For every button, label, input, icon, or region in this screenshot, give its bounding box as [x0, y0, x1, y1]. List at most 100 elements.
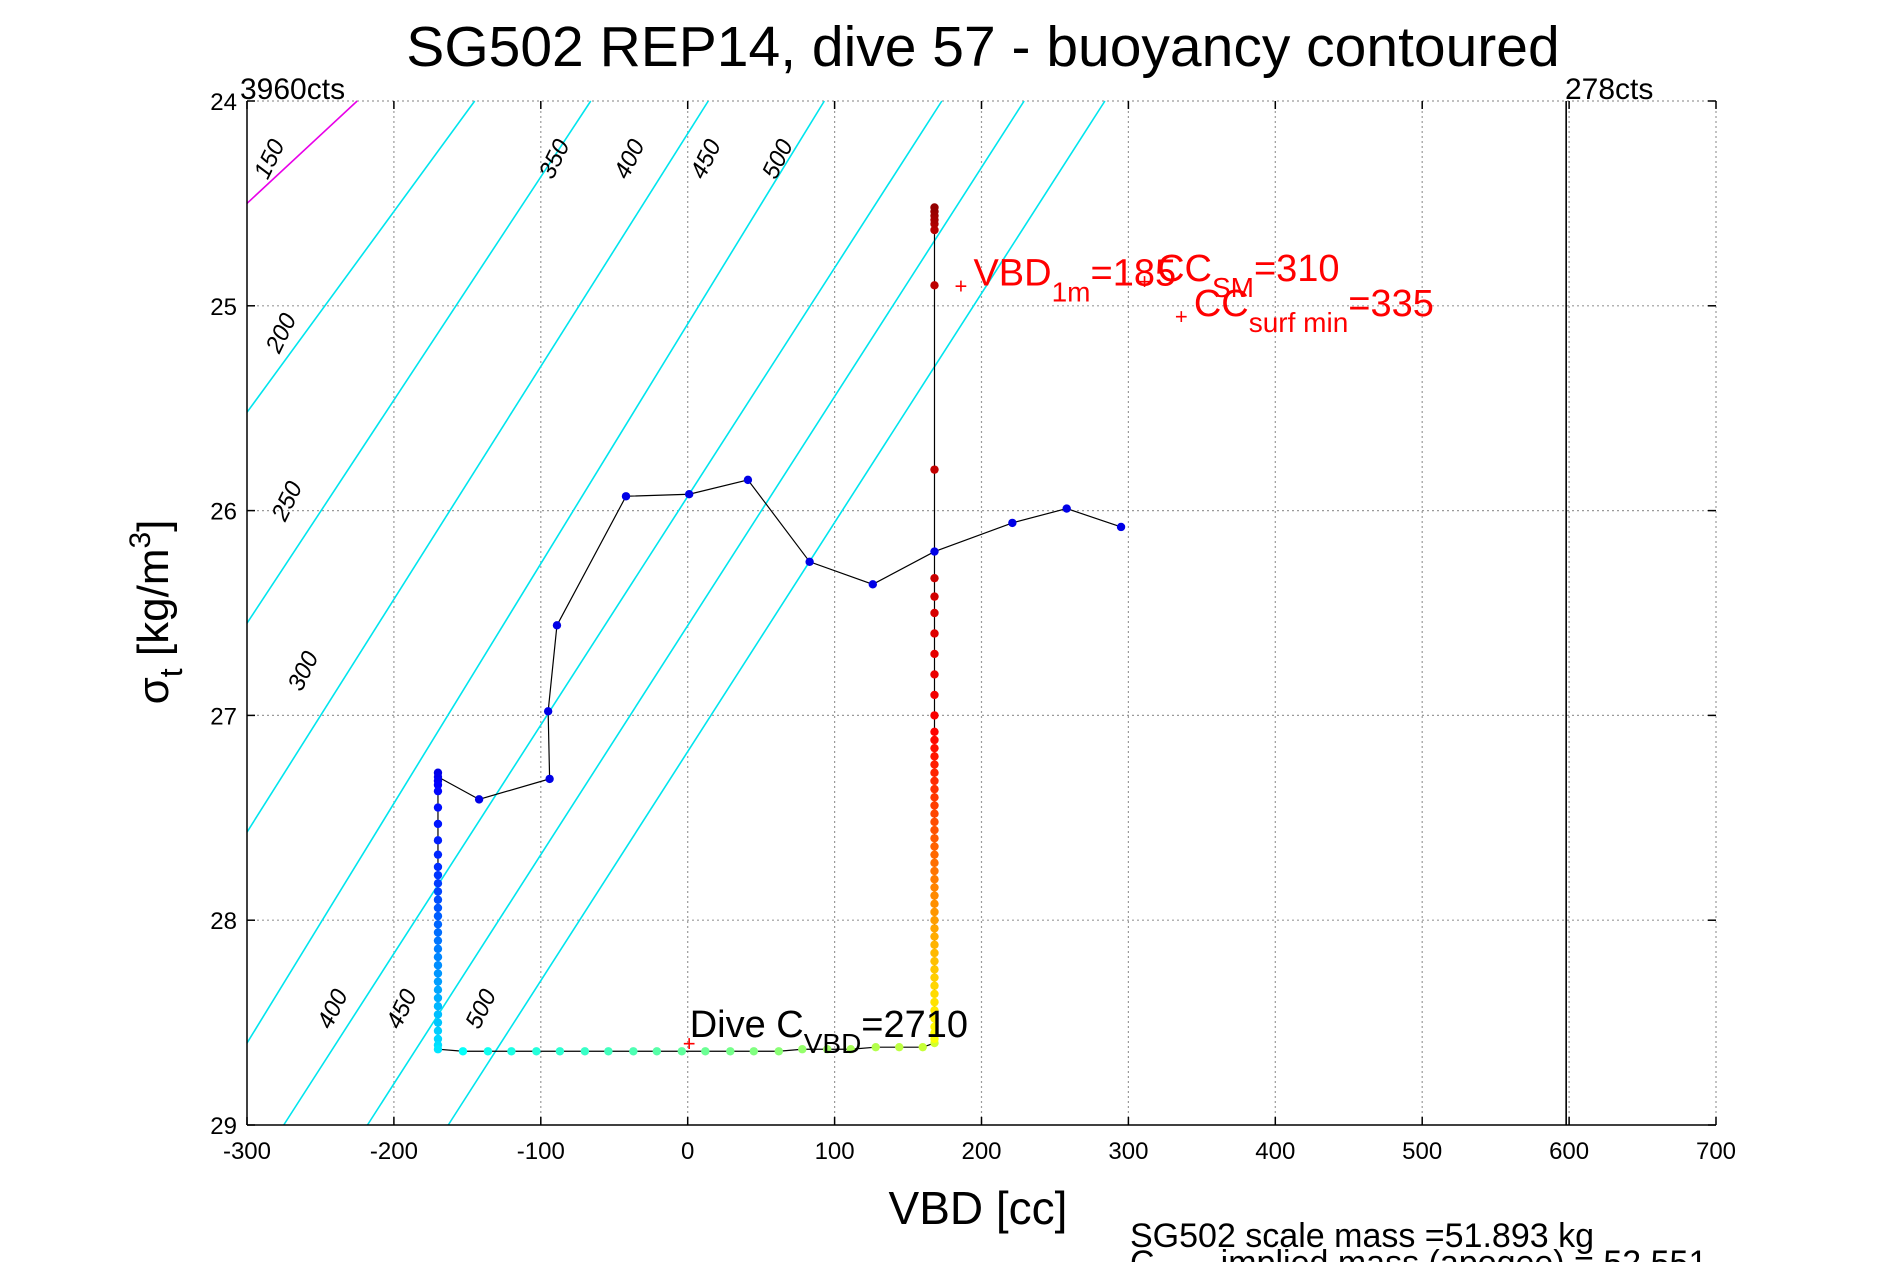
annotation-sub: VBD — [804, 1028, 862, 1059]
data-point-ascent — [930, 809, 939, 818]
data-point-descent — [433, 887, 443, 896]
data-point-descent — [433, 920, 443, 929]
data-point-descent — [433, 1010, 443, 1019]
data-point-ascent — [930, 989, 939, 999]
contour-line-350 — [246, 100, 825, 1044]
data-point-descent — [433, 1045, 443, 1054]
data-point-upper — [805, 557, 814, 566]
chart-title: SG502 REP14, dive 57 - buoyancy contoure… — [406, 15, 1559, 79]
data-points — [433, 203, 1126, 1056]
data-point-descent — [433, 952, 443, 962]
x-tick-label: -200 — [370, 1138, 418, 1165]
data-point-bottom — [483, 1047, 493, 1056]
data-point-ascent — [930, 768, 939, 777]
data-point-bottom — [846, 1045, 855, 1054]
data-point-ascent — [930, 907, 939, 917]
data-point-upper — [543, 707, 553, 716]
data-point-ascent — [930, 203, 939, 212]
data-point-ascent — [930, 916, 939, 925]
data-point-ascent — [930, 981, 939, 990]
data-point-descent — [433, 850, 443, 859]
y-tick-label: 26 — [210, 499, 237, 526]
data-point-upper — [1008, 518, 1017, 528]
data-point-ascent — [930, 1022, 939, 1031]
data-point-bottom — [701, 1047, 710, 1056]
x-tick-label: 100 — [815, 1138, 855, 1165]
data-point-ascent — [930, 1006, 939, 1015]
data-point-descent — [433, 786, 443, 796]
y-tick-label: 28 — [210, 908, 237, 935]
data-point-ascent — [930, 793, 939, 802]
labels: SG502 REP14, dive 57 - buoyancy contoure… — [124, 15, 1707, 1267]
data-point-ascent — [930, 899, 939, 909]
data-point-ascent — [930, 965, 939, 974]
axes: -300 -200 -100 0 100 200 300 400 500 600 700 24 25 26… — [210, 89, 1736, 1165]
data-point-descent — [433, 928, 443, 937]
data-point-upper — [552, 621, 562, 630]
data-point-descent — [433, 1026, 443, 1035]
data-point-ascent — [930, 866, 939, 876]
data-point-upper — [474, 795, 484, 804]
annotation-value: =185 — [1091, 252, 1177, 294]
annotation-marker-vbd1m: + — [954, 273, 967, 298]
y-axis-label: σt [kg/m3] — [124, 520, 189, 705]
annotation-dive-cvbd: Dive CVBD=2710 — [690, 1004, 968, 1059]
data-point-ascent — [930, 924, 939, 933]
y-tick-label: 25 — [210, 294, 237, 321]
data-point-bottom — [774, 1047, 783, 1056]
annotation-marker-dive-cvbd: + — [683, 1031, 696, 1056]
data-point-upper — [743, 475, 753, 485]
y-tick-label: 27 — [210, 703, 237, 730]
data-point-ascent — [930, 932, 939, 941]
data-point-ascent — [930, 1014, 939, 1023]
data-point-ascent — [930, 956, 939, 966]
x-tick-label: -300 — [223, 1138, 271, 1165]
data-point-bottom — [604, 1047, 613, 1056]
data-point-descent — [433, 1034, 443, 1044]
data-point-bottom — [652, 1047, 662, 1056]
data-point-descent — [433, 803, 443, 812]
data-point-ascent — [930, 801, 939, 810]
data-point-ascent — [930, 690, 939, 700]
data-point-ascent — [930, 752, 939, 761]
data-point-upper — [930, 547, 939, 556]
y-label-close: ] — [129, 520, 178, 532]
data-point-descent — [433, 862, 443, 872]
annotation-main: Dive C — [690, 1004, 804, 1046]
data-point-ascent — [930, 465, 939, 474]
data-point-descent — [433, 977, 443, 986]
data-point-ascent — [930, 973, 939, 982]
data-point-ascent — [930, 940, 939, 949]
data-point-descent — [433, 985, 443, 995]
data-point-ascent — [930, 875, 939, 884]
data-point-ascent — [930, 592, 939, 601]
annotation-vbd1m: VBD1m=185 — [973, 252, 1176, 307]
annotation-cc-sm: CCSM=310 — [1157, 248, 1339, 303]
data-point-bottom — [918, 1042, 927, 1052]
data-point-ascent — [930, 817, 939, 827]
data-point-ascent — [930, 760, 939, 769]
data-point-descent — [433, 911, 443, 921]
data-point-bottom — [895, 1042, 904, 1052]
x-tick-label: 200 — [961, 1138, 1001, 1165]
annotation-value: =335 — [1348, 283, 1434, 325]
data-point-descent — [433, 961, 443, 970]
contour-line-200 — [246, 100, 476, 413]
data-point-descent — [433, 1002, 443, 1011]
data-point-ascent — [930, 891, 939, 900]
annotation-cc-surf-min: CCsurf min=335 — [1194, 283, 1434, 338]
contour-line-500 — [447, 100, 1106, 1126]
data-point-ascent — [930, 997, 939, 1007]
data-point-ascent — [930, 883, 939, 892]
data-point-descent — [433, 936, 443, 945]
data-point-upper — [545, 774, 554, 784]
data-point-ascent — [930, 948, 939, 958]
annotation-main: VBD — [973, 252, 1051, 294]
x-tick-label: -100 — [517, 1138, 565, 1165]
data-point-bottom — [629, 1047, 638, 1056]
contour-line-150 — [246, 100, 358, 204]
contour-line-250 — [246, 100, 592, 624]
data-point-descent — [433, 944, 443, 954]
data-point-descent — [433, 969, 443, 978]
data-point-upper — [684, 490, 694, 499]
